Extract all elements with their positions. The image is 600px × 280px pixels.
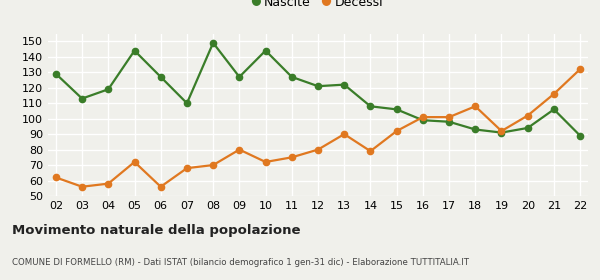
Nascite — [498, 131, 505, 134]
Nascite — [367, 105, 374, 108]
Line: Nascite: Nascite — [53, 40, 583, 139]
Decessi — [288, 156, 295, 159]
Nascite — [157, 75, 164, 79]
Decessi — [157, 185, 164, 188]
Nascite — [341, 83, 348, 86]
Decessi — [393, 129, 400, 133]
Legend: Nascite, Decessi: Nascite, Decessi — [248, 0, 388, 14]
Nascite — [393, 108, 400, 111]
Decessi — [445, 115, 452, 119]
Nascite — [209, 41, 217, 45]
Decessi — [367, 150, 374, 153]
Nascite — [52, 72, 59, 76]
Decessi — [314, 148, 322, 151]
Decessi — [419, 115, 427, 119]
Decessi — [472, 105, 479, 108]
Nascite — [131, 49, 138, 52]
Nascite — [79, 97, 86, 100]
Decessi — [104, 182, 112, 185]
Decessi — [79, 185, 86, 188]
Nascite — [550, 108, 557, 111]
Decessi — [262, 160, 269, 164]
Line: Decessi: Decessi — [53, 66, 583, 190]
Nascite — [288, 75, 295, 79]
Decessi — [341, 132, 348, 136]
Nascite — [472, 128, 479, 131]
Decessi — [184, 167, 191, 170]
Decessi — [577, 67, 584, 71]
Nascite — [524, 126, 532, 130]
Decessi — [52, 176, 59, 179]
Nascite — [262, 49, 269, 52]
Nascite — [314, 85, 322, 88]
Nascite — [184, 102, 191, 105]
Decessi — [550, 92, 557, 95]
Decessi — [209, 164, 217, 167]
Nascite — [445, 120, 452, 123]
Nascite — [577, 134, 584, 137]
Decessi — [131, 160, 138, 164]
Nascite — [236, 75, 243, 79]
Decessi — [498, 129, 505, 133]
Decessi — [236, 148, 243, 151]
Nascite — [104, 88, 112, 91]
Decessi — [524, 114, 532, 117]
Text: COMUNE DI FORMELLO (RM) - Dati ISTAT (bilancio demografico 1 gen-31 dic) - Elabo: COMUNE DI FORMELLO (RM) - Dati ISTAT (bi… — [12, 258, 469, 267]
Text: Movimento naturale della popolazione: Movimento naturale della popolazione — [12, 224, 301, 237]
Nascite — [419, 118, 427, 122]
